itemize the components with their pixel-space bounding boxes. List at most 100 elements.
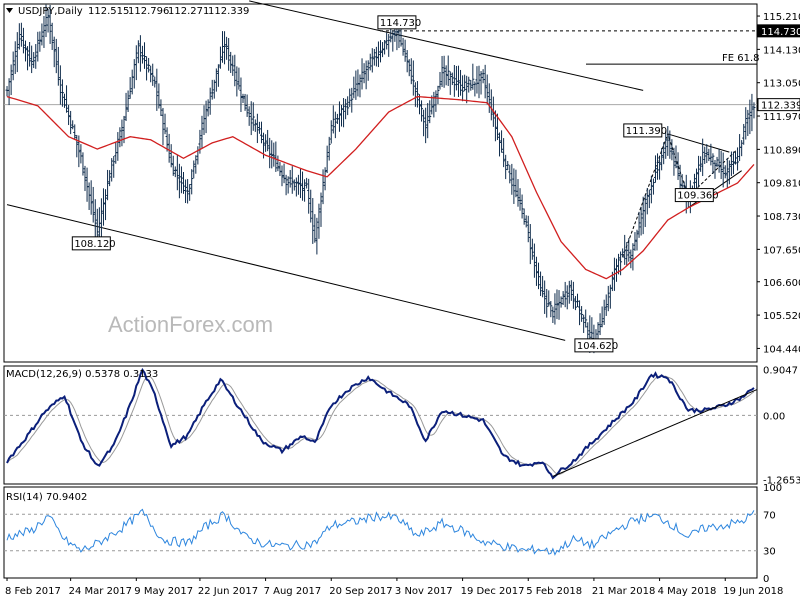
ohlc-bar — [446, 55, 450, 86]
ohlc-bar — [344, 98, 348, 120]
ohlc-bar — [567, 280, 571, 304]
ohlc-bar — [649, 175, 653, 204]
ohlc-bar — [385, 32, 389, 50]
ohlc-bar — [736, 147, 740, 171]
ohlc-bar — [637, 211, 641, 238]
ohlc-bar — [243, 93, 247, 111]
ohlc-bar — [547, 290, 551, 307]
price-axis-label: 115.210 — [763, 12, 800, 23]
ohlc-bar — [409, 58, 413, 85]
ohlc-bar — [333, 111, 337, 139]
ohlc-bar — [582, 314, 586, 333]
ohlc-bar — [569, 280, 573, 301]
price-annotation: 114.730 — [377, 15, 421, 30]
ohlc-bar — [270, 140, 274, 169]
ohlc-bar — [465, 75, 469, 104]
ohlc-bar — [372, 48, 376, 66]
rsi-axis-label: 100 — [763, 483, 782, 494]
ohlc-bar — [21, 27, 25, 54]
ohlc-bar — [233, 54, 237, 87]
ohlc-bar — [290, 166, 294, 194]
ohlc-bar — [629, 249, 633, 269]
ohlc-bar — [520, 194, 524, 219]
ohlc-bar — [625, 242, 629, 266]
ohlc-bar — [239, 77, 243, 112]
ohlc-bar — [508, 165, 512, 184]
ohlc-bar — [292, 179, 296, 191]
ohlc-bar — [26, 46, 30, 71]
ohlc-bar — [387, 33, 391, 57]
ohlc-bar — [487, 83, 491, 113]
ohlc-bar — [383, 39, 387, 55]
ohlc-bars — [5, 4, 756, 354]
ohlc-bar — [225, 36, 229, 60]
ohlc-bar — [284, 174, 288, 196]
ohlc-bar — [120, 119, 124, 147]
ohlc-bar — [502, 138, 506, 168]
ohlc-bar — [54, 38, 58, 74]
ohlc-bar — [143, 42, 147, 69]
ohlc-bar — [44, 4, 48, 38]
date-axis-label: 3 Nov 2017 — [395, 586, 453, 597]
ohlc-bar — [580, 306, 584, 322]
ohlc-bar — [522, 208, 526, 225]
ohlc-bar — [81, 152, 85, 176]
ohlc-bar — [639, 206, 643, 236]
ohlc-bar — [479, 71, 483, 95]
ohlc-bar — [748, 99, 752, 135]
price-tag-text: 112.339 — [761, 101, 800, 112]
ohlc-bar — [662, 142, 666, 165]
ohlc-bar — [434, 90, 438, 112]
ohlc-bar — [340, 104, 344, 127]
ohlc-bar — [483, 64, 487, 99]
ohlc-bar — [266, 129, 270, 152]
ohlc-bar — [298, 168, 302, 199]
ohlc-bar — [65, 85, 69, 113]
price-axis-label: 104.440 — [763, 344, 800, 355]
ohlc-bar — [101, 188, 105, 226]
ohlc-bar — [138, 35, 142, 72]
ohlc-bar — [67, 105, 71, 126]
ohlc-bar — [456, 65, 460, 97]
price-axis-label: 111.970 — [763, 112, 800, 123]
ohlc-bar — [208, 87, 212, 115]
ohlc-bar — [635, 229, 639, 251]
ohlc-bar — [645, 187, 649, 215]
ohlc-bar — [678, 164, 682, 190]
ohlc-bar — [664, 130, 668, 159]
price-axis-label: 107.650 — [763, 245, 800, 256]
date-axis-label: 7 Aug 2017 — [264, 586, 322, 597]
ohlc-bar — [602, 299, 606, 325]
ohlc-bar — [346, 96, 350, 116]
ohlc-bar — [699, 156, 703, 172]
ohlc-bar — [241, 93, 245, 104]
ohlc-bar — [307, 178, 311, 214]
ohlc-bar — [668, 130, 672, 159]
ohlc-bar — [481, 69, 485, 84]
ohlc-bar — [159, 99, 163, 116]
macd-signal-line — [6, 375, 755, 476]
ohlc-bar — [11, 51, 15, 81]
ohlc-bar — [715, 156, 719, 168]
ohlc-bar — [38, 31, 42, 52]
ohlc-bar — [440, 55, 444, 87]
ohlc-bar — [118, 127, 122, 148]
ohlc-bar — [218, 46, 222, 69]
price-annotation-text: 108.120 — [74, 239, 115, 250]
ohlc-bar — [182, 171, 186, 194]
ohlc-bar — [485, 74, 489, 105]
ohlc-bar — [506, 160, 510, 171]
ohlc-bar — [329, 120, 333, 144]
ohlc-bar — [415, 81, 419, 108]
ohlc-bar — [237, 67, 241, 90]
ohlc-bar — [48, 5, 52, 44]
price-axis-label: 110.890 — [763, 145, 800, 156]
price-annotation-text: 104.620 — [577, 341, 618, 352]
ohlc-bar — [364, 60, 368, 90]
ohlc-bar — [709, 143, 713, 166]
ohlc-close: 112.339 — [208, 6, 249, 17]
rsi-axis-label: 30 — [763, 547, 776, 558]
ohlc-bar — [264, 134, 268, 152]
